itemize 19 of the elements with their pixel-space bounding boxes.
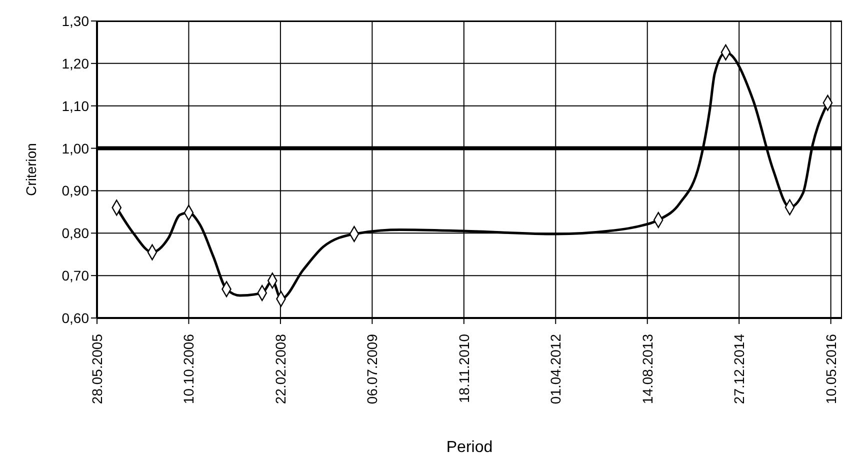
- x-tick-label: 22.02.2008: [272, 334, 288, 404]
- y-tick-label: 0,60: [62, 310, 90, 326]
- y-tick-label: 1,00: [62, 140, 90, 156]
- x-tick-label: 06.07.2009: [364, 334, 380, 404]
- x-tick-label: 10.10.2006: [180, 334, 197, 404]
- x-tick-label: 28.05.2005: [89, 334, 105, 404]
- y-tick-label: 1,20: [62, 55, 90, 72]
- x-tick-label: 27.12.2014: [731, 334, 748, 404]
- y-tick-label: 0,90: [62, 182, 90, 199]
- y-tick-label: 0,70: [62, 268, 90, 284]
- x-tick-label: 14.08.2013: [639, 334, 656, 404]
- y-tick-label: 0,80: [62, 225, 90, 242]
- x-tick-label: 01.04.2012: [548, 334, 564, 404]
- y-axis-title: Criterion: [22, 143, 39, 196]
- y-tick-label: 1,30: [62, 12, 90, 29]
- x-tick-label: 10.05.2016: [822, 334, 839, 404]
- y-tick-label: 1,10: [62, 98, 90, 114]
- x-tick-label: 18.11.2010: [456, 334, 472, 404]
- x-axis-title: Period: [446, 439, 493, 456]
